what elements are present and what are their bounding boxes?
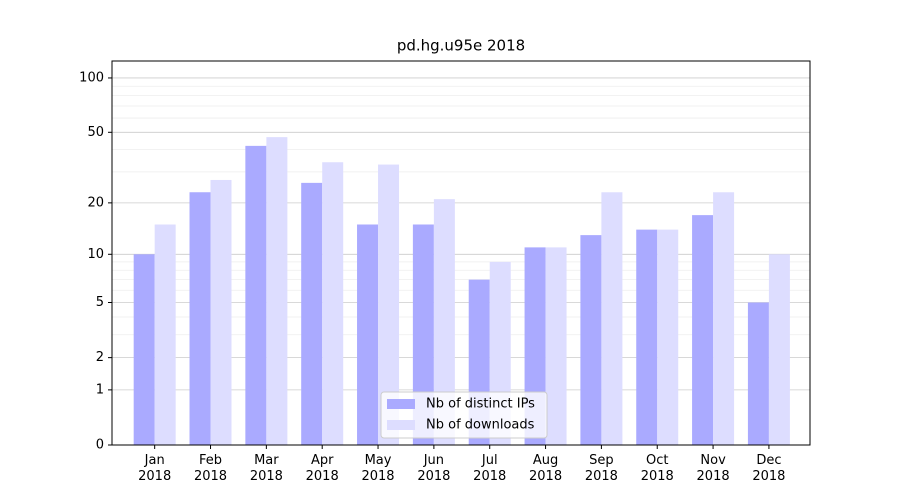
- bar: [245, 145, 267, 445]
- bar: [768, 254, 790, 445]
- bar: [657, 229, 679, 445]
- bar: [357, 224, 379, 445]
- bar: [301, 182, 323, 446]
- x-tick-label: Mar 2018: [249, 453, 283, 484]
- y-tick-label: 5: [96, 295, 104, 310]
- chart-title: pd.hg.u95e 2018: [397, 37, 525, 55]
- legend-label: Nb of downloads: [426, 418, 535, 433]
- bar: [747, 302, 769, 445]
- x-tick-label: Apr 2018: [305, 453, 339, 484]
- x-tick-label: May 2018: [361, 453, 395, 484]
- x-tick-label: Dec 2018: [752, 453, 786, 484]
- y-tick-label: 1: [96, 382, 104, 397]
- y-tick-label: 20: [87, 195, 104, 210]
- bar: [266, 137, 288, 446]
- bar: [133, 254, 155, 445]
- bar: [636, 229, 658, 445]
- legend-swatch: [387, 420, 415, 430]
- bar: [210, 179, 232, 445]
- bar: [433, 199, 455, 445]
- y-tick-label: 0: [96, 438, 104, 453]
- legend-label: Nb of distinct IPs: [426, 397, 535, 412]
- y-tick-label: 10: [87, 247, 104, 262]
- legend-swatch: [387, 399, 415, 409]
- x-tick-label: Oct 2018: [640, 453, 674, 484]
- bar: [713, 192, 735, 445]
- y-tick-label: 100: [79, 70, 104, 85]
- bar: [378, 164, 400, 445]
- bar: [580, 235, 602, 445]
- bar: [154, 224, 176, 445]
- y-tick-label: 50: [87, 125, 104, 140]
- bar: [412, 224, 434, 445]
- plot-frame: [111, 60, 811, 446]
- legend-frame: [380, 391, 548, 439]
- legend: Nb of distinct IPs Nb of downloads: [380, 391, 548, 439]
- bar: [189, 192, 211, 445]
- x-tick-label: Jan 2018: [138, 453, 172, 484]
- x-tick-label: Feb 2018: [193, 453, 228, 484]
- bar: [692, 215, 714, 445]
- bar: [601, 192, 623, 445]
- x-tick-label: Jun 2018: [417, 453, 451, 484]
- x-tick-label: Aug 2018: [529, 453, 563, 484]
- x-tick-label: Sep 2018: [584, 453, 618, 484]
- bar: [545, 247, 567, 445]
- y-tick-label: 2: [96, 350, 104, 365]
- bar: [322, 162, 344, 446]
- x-tick-label: Jul 2018: [473, 453, 507, 484]
- x-tick-label: Nov 2018: [696, 453, 730, 484]
